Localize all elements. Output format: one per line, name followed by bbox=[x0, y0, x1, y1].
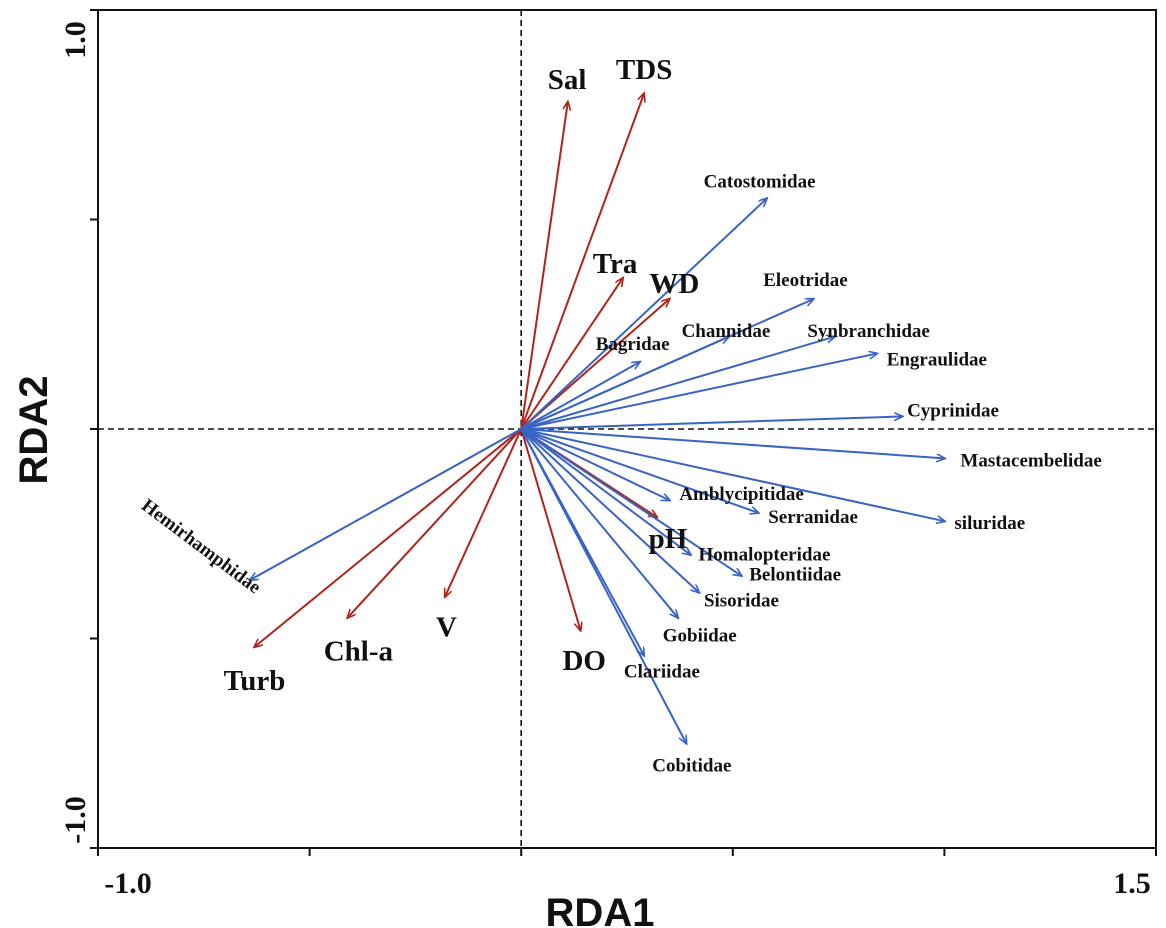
env-label-2: Tra bbox=[593, 248, 638, 280]
env-arrow-6 bbox=[445, 428, 523, 597]
species-arrow-11 bbox=[520, 428, 690, 555]
species-label-0: Catostomidae bbox=[704, 172, 816, 193]
env-label-4: pH bbox=[649, 523, 688, 555]
env-arrow-3 bbox=[520, 299, 669, 430]
env-label-6: V bbox=[436, 612, 457, 644]
env-label-5: DO bbox=[562, 645, 606, 677]
env-label-1: TDS bbox=[616, 54, 672, 86]
species-arrow-10 bbox=[520, 428, 944, 521]
x-tick-label-right: 1.5 bbox=[1113, 867, 1151, 900]
species-label-9: Serranidae bbox=[768, 507, 858, 528]
env-arrow-0 bbox=[520, 102, 568, 430]
env-label-7: Chl-a bbox=[324, 636, 394, 668]
species-label-1: Eleotridae bbox=[763, 270, 847, 291]
env-label-8: Turb bbox=[224, 665, 286, 697]
species-label-5: Bagridae bbox=[596, 334, 670, 355]
env-label-3: WD bbox=[649, 268, 699, 300]
species-label-3: Synbranchidae bbox=[807, 321, 929, 342]
species-arrow-6 bbox=[521, 416, 902, 430]
species-label-15: Clariidae bbox=[624, 661, 700, 682]
species-label-14: Gobiidae bbox=[663, 626, 737, 647]
plot-frame bbox=[97, 9, 1157, 849]
species-arrow-2 bbox=[520, 337, 728, 430]
species-label-17: Hemirhamphidae bbox=[137, 495, 264, 598]
species-arrow-5 bbox=[520, 362, 639, 430]
y-tick-label-top: 1.0 bbox=[59, 21, 92, 59]
env-arrow-5 bbox=[520, 428, 580, 630]
species-label-8: Amblycipitidae bbox=[679, 484, 804, 505]
x-tick-label-left: -1.0 bbox=[104, 867, 152, 900]
species-arrow-7 bbox=[521, 428, 944, 458]
env-arrow-1 bbox=[520, 94, 644, 430]
species-arrow-9 bbox=[520, 428, 758, 513]
species-arrow-3 bbox=[520, 337, 834, 430]
species-label-7: Mastacembelidae bbox=[960, 450, 1101, 471]
species-arrow-14 bbox=[520, 428, 678, 618]
origin-lines bbox=[98, 10, 1156, 848]
env-arrow-7 bbox=[348, 428, 522, 618]
species-vectors bbox=[250, 199, 944, 744]
species-arrow-13 bbox=[520, 428, 699, 592]
axis-ticks bbox=[90, 9, 1157, 856]
species-label-11: Homalopteridae bbox=[698, 545, 830, 566]
species-label-2: Channidae bbox=[682, 321, 771, 342]
species-label-6: Cyprinidae bbox=[907, 400, 999, 421]
species-label-4: Engraulidae bbox=[887, 350, 987, 371]
env-arrow-2 bbox=[520, 278, 623, 430]
env-label-0: Sal bbox=[548, 64, 587, 96]
species-label-13: Sisoridae bbox=[704, 590, 779, 611]
species-arrow-4 bbox=[520, 354, 876, 430]
species-label-12: Belontiidae bbox=[749, 565, 841, 586]
environment-vectors bbox=[255, 94, 670, 647]
species-arrow-0 bbox=[520, 199, 766, 430]
species-arrow-17 bbox=[250, 428, 522, 580]
y-tick-label-bottom: -1.0 bbox=[59, 796, 92, 844]
species-arrow-16 bbox=[520, 428, 686, 743]
species-label-10: siluridae bbox=[954, 513, 1025, 534]
y-axis-title: RDA2 bbox=[12, 376, 56, 485]
species-arrow-8 bbox=[520, 428, 669, 500]
x-axis-title: RDA1 bbox=[546, 891, 655, 928]
species-label-16: Cobitidae bbox=[652, 755, 731, 776]
species-arrow-12 bbox=[520, 428, 741, 576]
env-arrow-8 bbox=[255, 428, 522, 647]
